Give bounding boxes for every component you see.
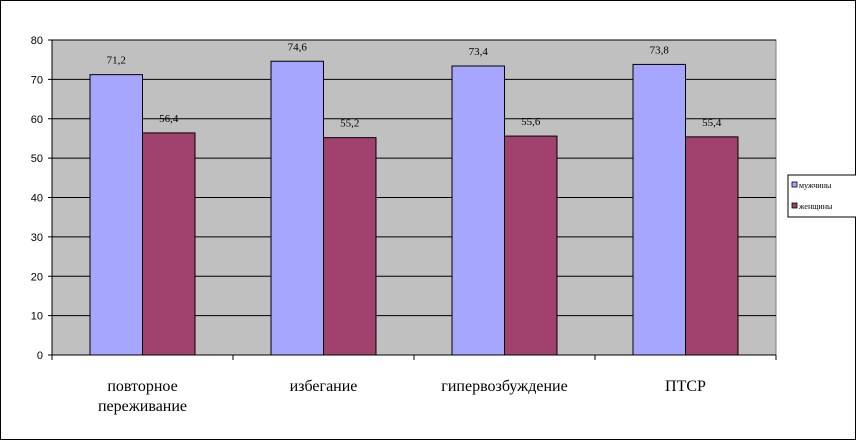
legend-swatch-men bbox=[791, 181, 798, 188]
legend-label-men: мужчины bbox=[799, 181, 832, 190]
bars bbox=[89, 60, 739, 356]
legend: мужчины женщины bbox=[787, 174, 856, 218]
legend-label-women: женщины bbox=[798, 202, 833, 211]
data-label: 55,4 bbox=[702, 117, 722, 129]
y-tick-label: 60 bbox=[31, 114, 43, 126]
category-label: избегание bbox=[290, 378, 358, 395]
legend-swatch-women bbox=[791, 202, 798, 209]
bar-men bbox=[270, 60, 325, 356]
y-tick-label: 20 bbox=[31, 271, 43, 283]
data-label: 74,6 bbox=[288, 41, 308, 53]
y-tick-label: 70 bbox=[31, 74, 43, 86]
data-label: 55,2 bbox=[340, 118, 359, 130]
bar-women bbox=[504, 135, 558, 356]
data-label: 73,4 bbox=[469, 46, 489, 58]
category-label: переживание bbox=[98, 398, 187, 415]
bar-men bbox=[451, 65, 506, 356]
bar-women bbox=[685, 136, 739, 356]
bar-men bbox=[632, 63, 687, 356]
y-tick-label: 30 bbox=[31, 232, 43, 244]
category-label: гипервозбуждение bbox=[441, 378, 567, 395]
category-label: ПТСР bbox=[665, 378, 706, 395]
y-tick-label: 10 bbox=[31, 311, 43, 323]
category-label: повторное bbox=[107, 378, 177, 395]
bar-women bbox=[142, 132, 196, 356]
category-labels: повторное переживание избегание гипервозбуж… bbox=[98, 378, 706, 415]
data-label: 73,8 bbox=[650, 44, 670, 56]
bar-men bbox=[89, 74, 144, 356]
data-label: 56,4 bbox=[159, 113, 179, 125]
y-tick-label: 80 bbox=[31, 35, 43, 47]
data-label: 55,6 bbox=[521, 116, 541, 128]
legend-box bbox=[787, 174, 856, 218]
y-tick-label: 0 bbox=[37, 350, 43, 362]
y-tick-label: 50 bbox=[31, 153, 43, 165]
bar-women bbox=[323, 137, 377, 356]
data-labels: 71,2 74,6 73,4 73,8 56,4 55,2 55,6 55,4 bbox=[107, 41, 722, 129]
data-label: 71,2 bbox=[107, 55, 126, 67]
y-tick-label: 40 bbox=[31, 193, 43, 205]
